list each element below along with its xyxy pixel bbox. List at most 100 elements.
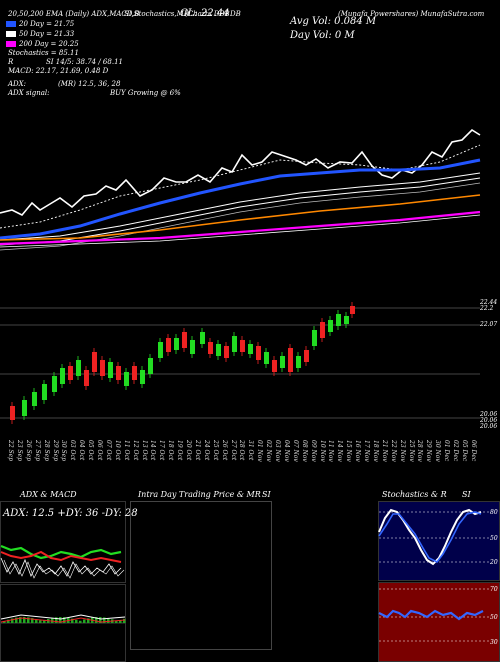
header-ema-line: 20,50,200 EMA (Daily) ADX,MACD,B bbox=[8, 10, 140, 18]
intraday-title: Intra Day Trading Price & MR bbox=[138, 490, 261, 499]
x-axis-label: 07 Nov bbox=[291, 440, 299, 462]
candle-body bbox=[132, 366, 137, 380]
candle-body bbox=[92, 352, 97, 372]
macd-histogram-bar bbox=[27, 617, 30, 623]
candle-body bbox=[216, 344, 221, 356]
x-axis-label: 17 Nov bbox=[363, 440, 370, 462]
price-chart bbox=[0, 128, 481, 424]
candle-body bbox=[174, 338, 179, 350]
candle-body bbox=[166, 338, 171, 352]
candle-body bbox=[304, 350, 309, 362]
candle-body bbox=[182, 332, 187, 348]
x-axis-label: 18 Oct bbox=[167, 440, 175, 461]
stochastics-panel: 80 50 20 bbox=[378, 501, 500, 581]
candle-body bbox=[264, 352, 269, 364]
price-axis-low2: 20.06 bbox=[480, 417, 498, 424]
candle-body bbox=[256, 346, 261, 360]
x-axis-label: 18 Nov bbox=[371, 440, 379, 462]
stochastic-k-line bbox=[378, 508, 482, 566]
candle-body bbox=[140, 370, 145, 384]
x-axis-label: 27 Oct bbox=[229, 440, 237, 461]
candle-body bbox=[68, 366, 73, 380]
legend-ema200: 200 Day = 20.25 bbox=[6, 40, 79, 48]
x-axis-label: 22 Nov bbox=[389, 440, 397, 462]
x-axis-label: 02 Nov bbox=[265, 440, 273, 462]
macd-histogram-bar bbox=[103, 617, 106, 623]
legend-ema50-label: 50 Day = 21.33 bbox=[19, 30, 75, 38]
macd-histogram-bar bbox=[71, 618, 74, 623]
x-axis-label: 29 Sep bbox=[51, 440, 59, 462]
macd-histogram-bar bbox=[51, 617, 54, 623]
macd-histogram-bar bbox=[55, 617, 58, 623]
symbol-label-2: DB bbox=[230, 10, 241, 18]
x-axis-label: 05 Dec bbox=[460, 440, 468, 462]
candle-body bbox=[190, 340, 195, 354]
price-close-line bbox=[0, 128, 481, 216]
adx-macd-title: ADX & MACD bbox=[20, 490, 77, 499]
x-axis-label: 25 Oct bbox=[211, 440, 219, 461]
legend-ema20-label: 20 Day = 21.75 bbox=[19, 20, 75, 28]
legend-ema200-label: 200 Day = 20.25 bbox=[19, 40, 79, 48]
candle-body bbox=[124, 372, 129, 386]
candle-body bbox=[288, 348, 293, 372]
symbol-label: (Charts DBB bbox=[185, 10, 230, 18]
macd-histogram-bar bbox=[15, 617, 18, 623]
macd-histogram-bar bbox=[87, 618, 90, 623]
macd-histogram-bar bbox=[75, 619, 78, 623]
candle-body bbox=[52, 376, 57, 392]
macd-histogram-bar bbox=[23, 617, 26, 623]
macd-histogram-bar bbox=[119, 620, 122, 623]
stoch-level-80: 80 bbox=[490, 509, 498, 516]
x-axis-label: 27 Sep bbox=[33, 440, 41, 462]
macd-readout: MACD: 22.17, 21.69, 0.48 D bbox=[8, 67, 109, 75]
macd-histogram-bar bbox=[99, 617, 102, 623]
ema50-line bbox=[0, 172, 481, 241]
day-volume-label: Day Vol: 0 M bbox=[290, 30, 355, 41]
price-axis-top1: 22.44 bbox=[480, 299, 498, 306]
x-axis-label: 31 Oct bbox=[247, 440, 255, 461]
stochastic-d-line bbox=[378, 511, 482, 564]
macd-histogram-bar bbox=[39, 620, 42, 623]
candle-body bbox=[350, 306, 355, 314]
x-axis-label: 09 Nov bbox=[309, 440, 317, 462]
candle-body bbox=[240, 340, 245, 352]
macd-histogram-bar bbox=[11, 618, 14, 623]
buy-signal-label: BUY Growing @ 6% bbox=[110, 89, 181, 97]
adx-minus-dy-line bbox=[0, 550, 122, 563]
macd-histogram-bar bbox=[95, 617, 98, 623]
candle-body bbox=[76, 360, 81, 376]
site-label: (Munafa Powershares) MunafaSutra.com bbox=[338, 10, 485, 18]
candle-body bbox=[84, 370, 89, 386]
stoch-level-50: 50 bbox=[490, 535, 498, 542]
ema20-line bbox=[0, 158, 481, 240]
close-price-label: CL: 22.44 bbox=[180, 8, 230, 19]
x-axis-label: 06 Dec bbox=[469, 440, 477, 462]
rsi-level-70: 70 bbox=[490, 586, 498, 593]
candle-body bbox=[116, 366, 121, 380]
header-ema-line-2: SI,Stochastics,MR bbox=[124, 10, 190, 18]
adx-plus-dy-line bbox=[0, 544, 122, 560]
x-axis-label: 21 Nov bbox=[380, 440, 388, 462]
x-axis-label: 08 Nov bbox=[300, 440, 308, 462]
avg-volume-label: Avg Vol: 0.084 M bbox=[290, 16, 377, 27]
intraday-panel bbox=[130, 501, 272, 650]
candle-body bbox=[328, 320, 333, 332]
rsi-chart bbox=[378, 588, 489, 642]
legend-ema20: 20 Day = 21.75 bbox=[6, 20, 74, 28]
candle-body bbox=[312, 330, 317, 346]
x-axis-label: 01 Nov bbox=[256, 440, 264, 462]
x-axis-label: 14 Nov bbox=[336, 440, 344, 462]
price-axis-low3: 20.06 bbox=[480, 423, 498, 430]
x-axis-label: 23 Sep bbox=[15, 440, 23, 462]
adx-panel: ADX: 12.5 +DY: 36 -DY: 28 bbox=[0, 501, 138, 583]
adx-line-2 bbox=[3, 559, 125, 579]
macd-histogram-bar bbox=[43, 620, 46, 623]
candle-body bbox=[60, 368, 65, 384]
candle-body bbox=[148, 358, 153, 374]
candle-body bbox=[280, 356, 285, 368]
x-axis-label: 28 Oct bbox=[238, 440, 246, 461]
stochastics-chart bbox=[378, 508, 489, 566]
x-axis-label: 24 Oct bbox=[202, 440, 210, 461]
macd-histogram-bar bbox=[79, 620, 82, 623]
x-axis-label: 22 Sep bbox=[7, 440, 14, 462]
